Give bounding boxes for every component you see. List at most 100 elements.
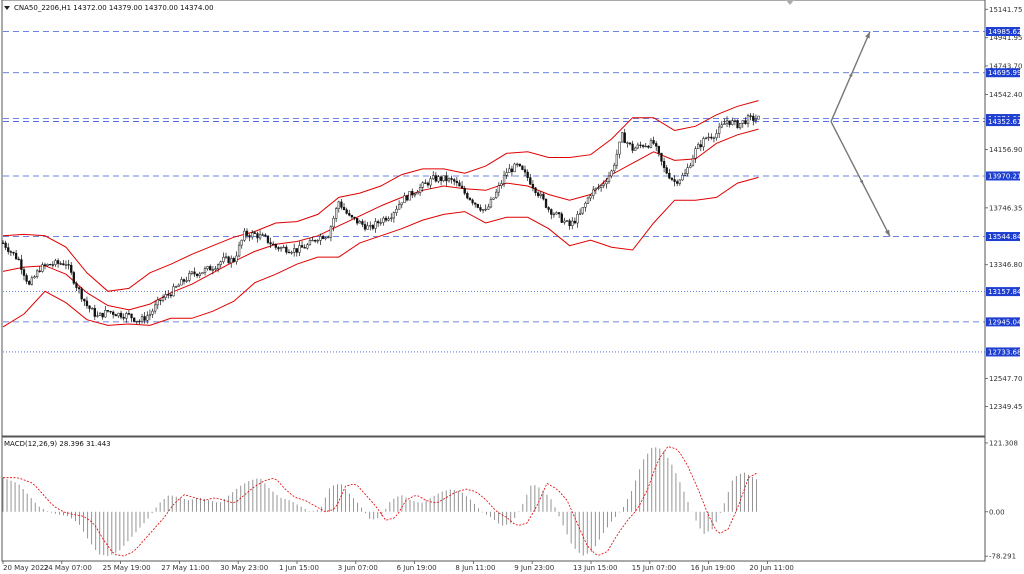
level-tag-label: 13544.84 (988, 233, 1022, 241)
level-tag (986, 27, 1020, 37)
candle-body (476, 203, 479, 208)
time-tick-label: 3 Jun 07:00 (338, 564, 378, 572)
candle-body (91, 308, 94, 310)
projection-down-mid-arrow-icon (859, 179, 864, 185)
candle-body (235, 255, 238, 262)
candle-body (266, 235, 270, 243)
candle-body (28, 281, 31, 285)
candle-body (151, 310, 154, 315)
candle-body (348, 213, 351, 216)
candle-body (80, 288, 83, 300)
candle-body (655, 143, 658, 147)
candle-body (502, 175, 506, 184)
candle-body (694, 148, 697, 159)
candle-body (466, 193, 469, 199)
candle-body (361, 221, 364, 225)
level-tag (986, 317, 1020, 327)
candle-body (159, 299, 162, 301)
candle-body (146, 315, 149, 321)
candle-body (631, 143, 634, 151)
candle-body (526, 171, 529, 178)
candle-body (54, 260, 57, 265)
candle-body (329, 226, 333, 238)
candle-body (154, 304, 157, 312)
scroll-marker-icon[interactable] (786, 0, 794, 5)
candle-body (421, 182, 424, 188)
candle-body (620, 132, 624, 143)
price-axis: 15141.75 14941.95 14743.70 14542.40 14156.90… (985, 6, 1022, 411)
candle-body (718, 126, 721, 134)
time-tick-label: 24 May 07:00 (44, 564, 92, 572)
candle-body (513, 163, 516, 173)
candle-body (560, 213, 563, 223)
candle-body (130, 313, 133, 319)
level-tag (986, 68, 1020, 78)
bollinger-lower-line (2, 176, 759, 328)
candle-body (256, 233, 259, 239)
candle-body (41, 264, 44, 272)
candle-body (321, 236, 325, 239)
price-tick-label: 15141.75 (989, 6, 1022, 14)
candle-body (245, 230, 249, 236)
candle-body (602, 183, 605, 186)
candle-body (744, 120, 747, 124)
candle-body (224, 256, 228, 258)
candle-body (164, 294, 167, 298)
candle-body (237, 244, 241, 257)
candle-body (209, 266, 212, 271)
candle-body (379, 222, 382, 224)
candle-body (169, 294, 173, 297)
candle-body (521, 165, 524, 170)
candle-body (589, 195, 592, 199)
candle-body (418, 187, 422, 193)
collapse-triangle-icon[interactable] (4, 6, 10, 10)
candle-body (72, 272, 75, 284)
candle-body (728, 120, 731, 125)
macd-histogram (2, 446, 757, 557)
price-tick-label: 13746.35 (989, 204, 1022, 212)
price-tick-label: 14941.95 (989, 34, 1022, 42)
candle-body (17, 258, 20, 261)
candle-body (757, 115, 760, 120)
candle-body (174, 286, 178, 288)
time-tick-label: 8 Jun 11:00 (455, 564, 495, 572)
level-tags: 14985.6214695.9914374.0014352.6113970.21… (986, 27, 1022, 357)
candle-body (376, 221, 380, 224)
candle-body (647, 145, 650, 148)
candle-body (392, 212, 396, 219)
candle-body (542, 193, 545, 200)
candle-body (148, 314, 152, 317)
candle-body (198, 273, 201, 276)
candle-body (584, 202, 587, 208)
candle-body (639, 144, 642, 147)
candle-body (93, 308, 96, 317)
candle-body (253, 232, 256, 234)
candle-body (707, 136, 710, 139)
candle-body (327, 236, 330, 239)
candle-body (681, 175, 684, 181)
candle-body (447, 178, 451, 182)
macd-tick-label: 0.00 (989, 508, 1005, 516)
candle-body (264, 234, 267, 237)
candle-body (140, 316, 144, 322)
candle-body (563, 220, 566, 223)
candle-body (413, 193, 417, 196)
candle-body (311, 239, 314, 242)
time-tick-label: 20 Jun 11:00 (749, 564, 793, 572)
candle-body (739, 123, 742, 129)
candle-body (190, 271, 194, 274)
candle-body (400, 202, 403, 205)
candle-body (752, 115, 755, 121)
candle-body (636, 144, 639, 149)
candle-body (597, 187, 600, 189)
candle-body (319, 236, 322, 241)
candle-body (676, 181, 679, 184)
candle-body (599, 185, 603, 188)
candle-body (201, 272, 204, 275)
candle-body (345, 209, 348, 214)
candle-body (479, 207, 482, 211)
candle-body (30, 277, 34, 285)
price-levels (3, 31, 985, 353)
candle-body (143, 316, 146, 321)
candle-body (138, 320, 141, 323)
